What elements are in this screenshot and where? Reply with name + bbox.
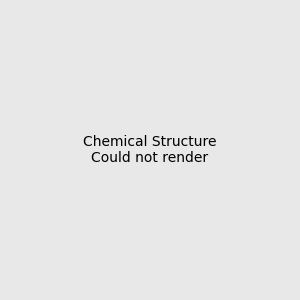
Text: Chemical Structure
Could not render: Chemical Structure Could not render xyxy=(83,135,217,165)
